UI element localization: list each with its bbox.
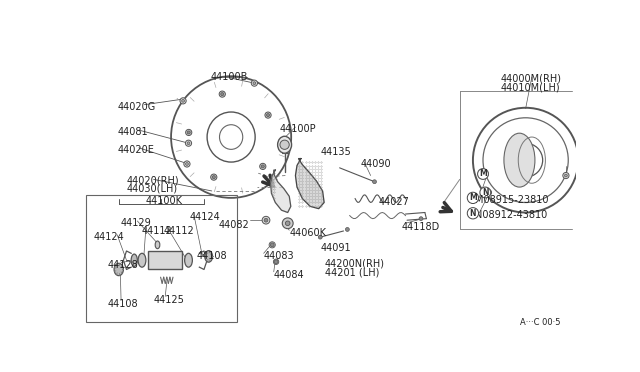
Circle shape — [485, 189, 492, 196]
Ellipse shape — [504, 133, 535, 187]
Ellipse shape — [266, 113, 269, 117]
Text: 44112: 44112 — [164, 225, 195, 235]
Ellipse shape — [265, 112, 271, 118]
Text: 44083: 44083 — [264, 251, 294, 261]
Circle shape — [274, 260, 278, 264]
Circle shape — [480, 187, 491, 198]
Text: 44030(LH): 44030(LH) — [127, 183, 178, 193]
Bar — [148, 251, 182, 269]
Text: 44084: 44084 — [274, 270, 305, 280]
Text: N: N — [482, 188, 488, 197]
Text: 44100K: 44100K — [145, 196, 182, 206]
Ellipse shape — [138, 253, 146, 267]
Circle shape — [184, 161, 190, 167]
Circle shape — [318, 235, 322, 239]
Ellipse shape — [221, 93, 224, 96]
Circle shape — [264, 218, 268, 222]
Ellipse shape — [261, 165, 264, 168]
Text: 44082: 44082 — [218, 220, 249, 230]
Text: 44091: 44091 — [320, 243, 351, 253]
Text: 44081: 44081 — [117, 127, 148, 137]
Text: 44112: 44112 — [142, 225, 173, 235]
Text: 44118D: 44118D — [402, 222, 440, 232]
Polygon shape — [296, 158, 324, 209]
Ellipse shape — [186, 129, 192, 135]
Circle shape — [563, 173, 569, 179]
Circle shape — [273, 259, 279, 264]
Bar — [86, 195, 237, 322]
Circle shape — [282, 218, 293, 229]
Ellipse shape — [205, 251, 212, 262]
Ellipse shape — [155, 241, 160, 249]
Circle shape — [180, 98, 186, 104]
Circle shape — [477, 169, 488, 179]
Circle shape — [270, 243, 274, 247]
Ellipse shape — [131, 254, 138, 266]
Circle shape — [186, 163, 188, 166]
Ellipse shape — [278, 136, 292, 153]
Text: 44201 (LH): 44201 (LH) — [325, 267, 380, 277]
Circle shape — [252, 80, 257, 86]
Text: A···C 00·5: A···C 00·5 — [520, 318, 561, 327]
Ellipse shape — [211, 174, 217, 180]
Text: M08915-23810: M08915-23810 — [476, 195, 548, 205]
Text: 44090: 44090 — [360, 158, 391, 169]
Text: 44000M(RH): 44000M(RH) — [501, 74, 562, 84]
Text: N08912-43810: N08912-43810 — [476, 210, 547, 220]
Text: 44027: 44027 — [378, 197, 409, 207]
Text: 44200N(RH): 44200N(RH) — [325, 259, 385, 269]
Circle shape — [484, 173, 486, 175]
Circle shape — [253, 82, 256, 84]
Text: 44100B: 44100B — [211, 71, 248, 81]
Ellipse shape — [212, 176, 215, 179]
Circle shape — [182, 99, 184, 102]
Text: 44125: 44125 — [154, 295, 184, 305]
Circle shape — [346, 228, 349, 231]
Text: 44020G: 44020G — [117, 102, 156, 112]
Circle shape — [285, 221, 290, 225]
Circle shape — [372, 180, 376, 184]
Circle shape — [482, 171, 488, 177]
Circle shape — [518, 153, 533, 168]
Circle shape — [487, 191, 490, 194]
Text: 44100P: 44100P — [280, 124, 317, 134]
Text: 44128: 44128 — [107, 260, 138, 270]
Text: 44108: 44108 — [196, 251, 227, 261]
Text: 44060K: 44060K — [289, 228, 326, 238]
Text: 44010M(LH): 44010M(LH) — [501, 82, 561, 92]
Polygon shape — [271, 170, 291, 212]
Circle shape — [262, 217, 270, 224]
Text: M: M — [479, 170, 487, 179]
Text: 44108: 44108 — [107, 299, 138, 309]
Circle shape — [187, 142, 190, 145]
Text: 44020E: 44020E — [117, 145, 154, 155]
Text: M: M — [469, 193, 477, 202]
Ellipse shape — [187, 131, 190, 134]
Circle shape — [186, 140, 191, 146]
Text: 44135: 44135 — [320, 147, 351, 157]
Circle shape — [280, 140, 289, 150]
Ellipse shape — [184, 253, 193, 267]
Text: 44129: 44129 — [120, 218, 151, 228]
Ellipse shape — [219, 91, 225, 97]
Circle shape — [269, 242, 275, 248]
Circle shape — [564, 174, 567, 177]
Circle shape — [419, 217, 423, 221]
Ellipse shape — [260, 163, 266, 170]
Text: 44020(RH): 44020(RH) — [127, 176, 179, 186]
Text: N: N — [470, 209, 476, 218]
Ellipse shape — [114, 263, 124, 276]
Text: 44124: 44124 — [190, 212, 221, 222]
Text: 44124: 44124 — [94, 232, 125, 242]
